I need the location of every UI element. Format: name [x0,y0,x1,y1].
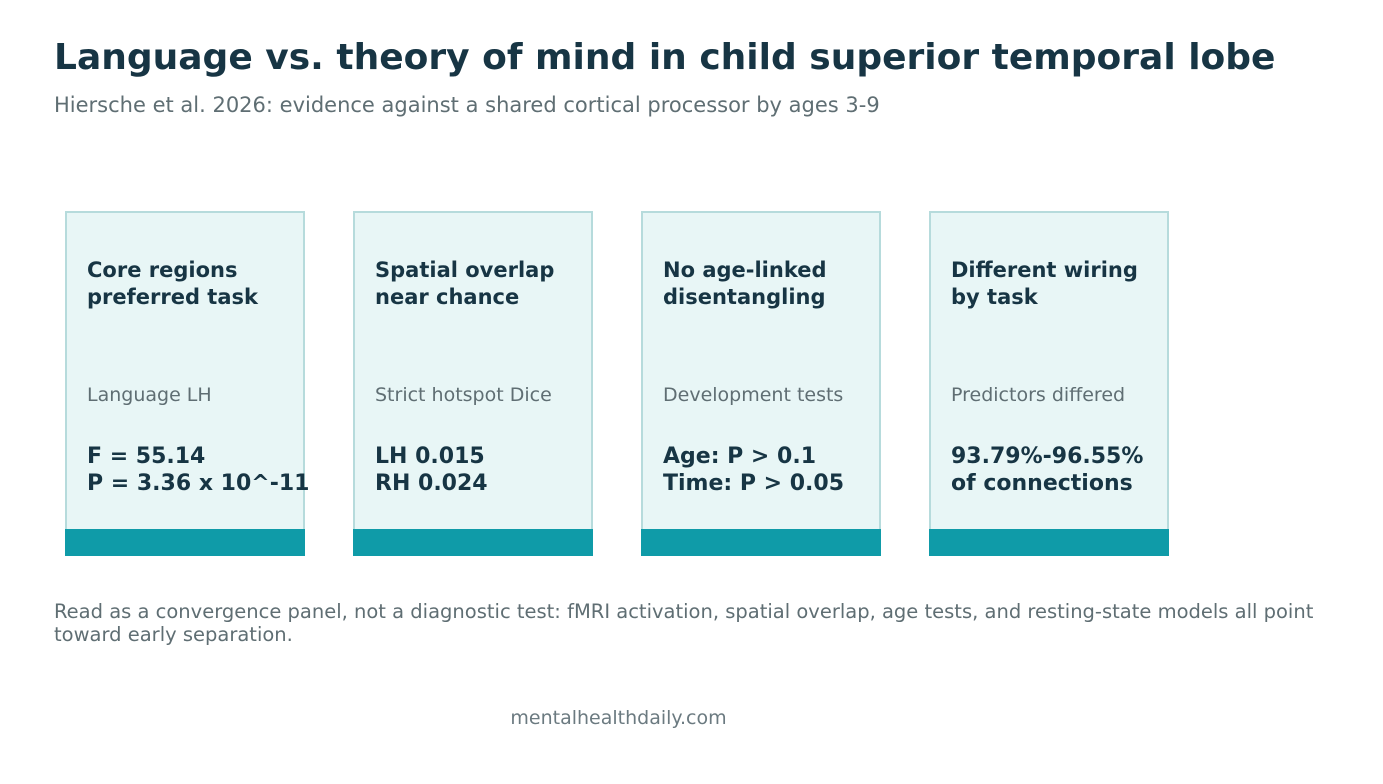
page-subtitle: Hiersche et al. 2026: evidence against a… [54,93,880,117]
card-value: Age: P > 0.1 Time: P > 0.05 [663,444,845,496]
source-credit: mentalhealthdaily.com [510,707,727,729]
card-label: Strict hotspot Dice [375,384,552,406]
card-value: 93.79%-96.55% of connections [951,444,1144,496]
card-accent-bar [65,529,305,556]
card-value: LH 0.015 RH 0.024 [375,444,488,496]
card-label: Language LH [87,384,212,406]
evidence-card-age-development: No age-linked disentangling Development … [641,211,881,556]
card-heading: Different wiring by task [951,258,1138,309]
card-heading: Core regions preferred task [87,258,258,309]
evidence-card-wiring: Different wiring by task Predictors diff… [929,211,1169,556]
card-value: F = 55.14 P = 3.36 x 10^-11 [87,444,310,496]
card-heading: Spatial overlap near chance [375,258,555,309]
card-accent-bar [641,529,881,556]
interpretation-note: Read as a convergence panel, not a diagn… [54,600,1314,646]
evidence-card-spatial-overlap: Spatial overlap near chance Strict hotsp… [353,211,593,556]
page-title: Language vs. theory of mind in child sup… [54,37,1276,78]
card-accent-bar [353,529,593,556]
card-label: Predictors differed [951,384,1126,406]
evidence-card-core-regions: Core regions preferred task Language LH … [65,211,309,556]
card-label: Development tests [663,384,844,406]
card-heading: No age-linked disentangling [663,258,827,309]
card-accent-bar [929,529,1169,556]
